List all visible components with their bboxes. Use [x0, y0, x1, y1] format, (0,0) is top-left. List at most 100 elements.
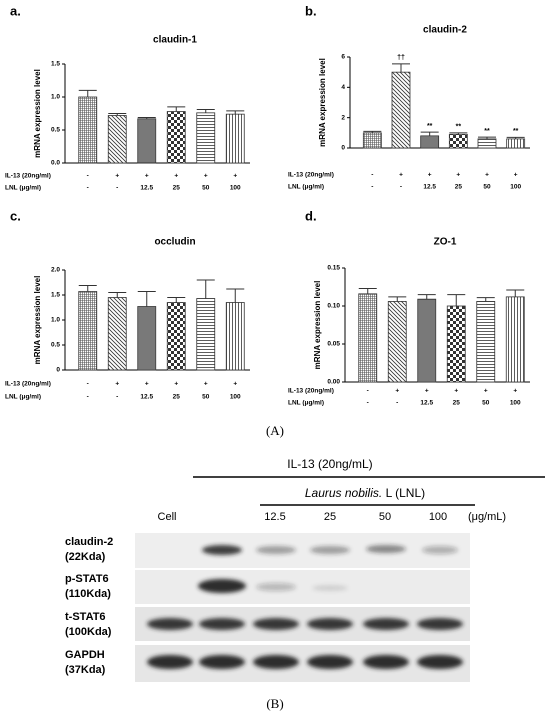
y-tick-label: 2: [341, 114, 345, 121]
condition-value: -: [87, 173, 89, 180]
band: [199, 618, 245, 630]
y-tick-label: 0.5: [51, 127, 60, 134]
significance: **: [484, 128, 490, 135]
treatment-rest: L (LNL): [382, 486, 425, 500]
condition-value: -: [367, 400, 369, 407]
band: [310, 546, 350, 554]
bar: [448, 133, 468, 149]
condition-value: +: [456, 172, 460, 179]
band: [363, 618, 409, 630]
blot-row-name: claudin-2: [65, 536, 113, 548]
condition-label: IL-13 (20ng/ml): [288, 172, 334, 179]
unit-label: (μg/mL): [468, 511, 506, 523]
bar: [78, 96, 98, 164]
condition-value: +: [233, 173, 237, 180]
y-tick-label: 1.5: [51, 61, 60, 68]
caption-b: (B): [266, 696, 283, 711]
condition-value: -: [116, 185, 118, 192]
panel-label: a.: [10, 3, 21, 18]
bar: [137, 306, 157, 371]
condition-label: LNL (μg/ml): [288, 400, 324, 407]
y-tick-label: 0.10: [327, 303, 340, 310]
significance: **: [427, 123, 433, 130]
blot-row-size: (100Kda): [65, 626, 112, 638]
condition-value: +: [145, 173, 149, 180]
band: [312, 585, 348, 591]
western-blot: IL-13 (20ng/mL) Laurus nobilis. L (LNL) …: [65, 457, 545, 711]
condition-value: -: [396, 400, 398, 407]
band: [198, 579, 246, 593]
condition-label: LNL (μg/ml): [5, 394, 41, 401]
condition-label: LNL (μg/ml): [288, 184, 324, 191]
bar: [387, 301, 407, 383]
blot-row-name: t-STAT6: [65, 611, 106, 623]
bar: [78, 291, 98, 371]
condition-value: 100: [510, 184, 521, 191]
band: [422, 546, 458, 554]
band: [256, 546, 296, 554]
chart-title: claudin-2: [423, 25, 467, 36]
condition-label: IL-13 (20ng/ml): [5, 381, 51, 388]
bar: [225, 113, 245, 164]
blot-row-size: (22Kda): [65, 551, 106, 563]
lane-label: 50: [379, 511, 391, 523]
y-tick-label: 2.0: [51, 267, 60, 274]
condition-value: -: [367, 388, 369, 395]
significance: **: [456, 124, 462, 131]
panel-label: d.: [305, 208, 317, 223]
condition-label: IL-13 (20ng/ml): [288, 388, 334, 395]
y-tick-label: 0.00: [327, 379, 340, 386]
condition-label: IL-13 (20ng/ml): [5, 173, 51, 180]
band: [307, 655, 353, 669]
condition-value: 25: [173, 394, 181, 401]
condition-value: +: [174, 173, 178, 180]
y-tick-label: 0.5: [51, 342, 60, 349]
condition-value: +: [484, 388, 488, 395]
condition-value: 100: [230, 185, 241, 192]
bands: [147, 545, 463, 669]
y-tick-label: 4: [341, 84, 345, 91]
condition-value: -: [371, 184, 373, 191]
condition-value: +: [485, 172, 489, 179]
condition-value: 25: [453, 400, 461, 407]
band: [202, 545, 242, 555]
bar: [107, 297, 127, 371]
lane-label: 12.5: [264, 511, 285, 523]
condition-value: 50: [202, 185, 210, 192]
condition-value: -: [116, 394, 118, 401]
bar: [476, 301, 496, 383]
bar: [417, 298, 437, 383]
condition-value: 12.5: [140, 185, 153, 192]
bar: [166, 111, 186, 164]
blot-strip: [135, 533, 470, 568]
panel-label: c.: [10, 208, 21, 223]
chart-title: ZO-1: [434, 237, 457, 248]
band: [417, 618, 463, 630]
band: [253, 618, 299, 630]
panel-label: b.: [305, 3, 317, 18]
treatment-italic: Laurus nobilis.: [305, 486, 382, 500]
y-tick-label: 0: [56, 367, 60, 374]
blot-strip: [135, 570, 470, 604]
y-tick-label: 1.5: [51, 292, 60, 299]
bar: [196, 298, 216, 371]
y-axis-label: mRNA expression level: [318, 58, 327, 147]
bar: [137, 118, 157, 164]
significance: **: [513, 128, 519, 135]
condition-value: 50: [202, 394, 210, 401]
condition-value: +: [514, 172, 518, 179]
blot-header: IL-13 (20ng/mL): [287, 457, 372, 471]
condition-value: +: [174, 381, 178, 388]
condition-value: +: [115, 381, 119, 388]
bar: [477, 138, 497, 149]
band: [366, 545, 406, 553]
condition-value: +: [233, 381, 237, 388]
bar: [358, 293, 378, 383]
treatment-label: Laurus nobilis. L (LNL): [305, 486, 425, 500]
blot-row-size: (110Kda): [65, 588, 111, 600]
blot-row-size: (37Kda): [65, 664, 106, 676]
band: [363, 655, 409, 669]
condition-value: +: [145, 381, 149, 388]
bar: [391, 71, 411, 149]
